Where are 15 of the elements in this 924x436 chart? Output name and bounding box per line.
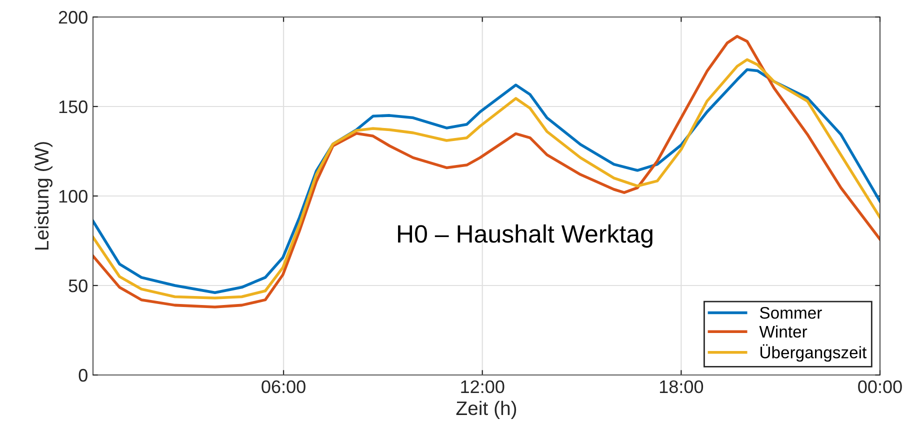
x-tick-label: 12:00 bbox=[461, 380, 504, 394]
y-tick-label: 0 bbox=[78, 368, 88, 382]
x-tick-label: 06:00 bbox=[262, 380, 306, 394]
y-tick-label: 150 bbox=[59, 100, 88, 114]
legend-label: Sommer bbox=[760, 306, 822, 319]
x-tick-label: 00:00 bbox=[858, 380, 902, 394]
annotation: H0 – Haushalt Werktag bbox=[398, 224, 652, 248]
y-tick-label: 200 bbox=[58, 10, 88, 24]
y-tick-label: 100 bbox=[59, 190, 88, 203]
y-axis-title: Leistung (W) bbox=[34, 142, 52, 250]
x-axis-title: Zeit (h) bbox=[456, 400, 516, 419]
legend-label: Winter bbox=[759, 325, 808, 338]
x-tick-label: 18:00 bbox=[660, 380, 704, 394]
y-tick-label: 50 bbox=[68, 279, 88, 292]
legend-label: Übergangszeit bbox=[760, 344, 867, 362]
